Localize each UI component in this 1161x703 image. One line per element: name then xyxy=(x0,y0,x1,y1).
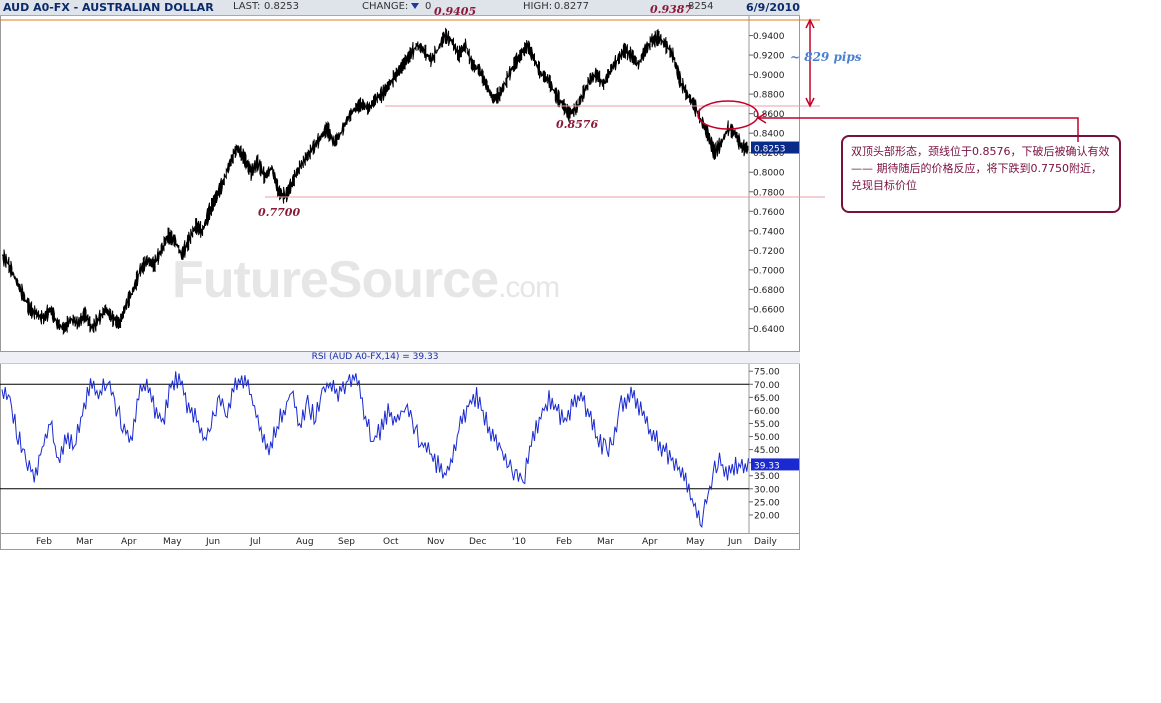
price-tick-label: 0.7800 xyxy=(753,188,785,198)
price-tick-label: 0.9400 xyxy=(753,32,785,42)
high-label: HIGH: xyxy=(523,1,553,12)
price-tick-label: 0.7600 xyxy=(753,208,785,218)
note-line-1: 双顶头部形态，颈线位于0.8576，下破后被确认有效 xyxy=(851,145,1110,158)
rsi-tick-label: 50.00 xyxy=(754,433,780,443)
note-connector-arrow xyxy=(756,112,767,124)
rsi-tick-label: 20.00 xyxy=(754,511,780,521)
rsi-tick-label: 45.00 xyxy=(754,446,780,456)
low-value-fragment: 8254 xyxy=(688,1,714,12)
last-label: LAST: xyxy=(233,1,261,12)
x-tick-label: '10 xyxy=(512,537,526,547)
pips-label: ~ 829 pips xyxy=(790,50,862,64)
rsi-last-badge xyxy=(751,458,799,471)
rsi-tick-label: 65.00 xyxy=(754,394,780,404)
futuresource-watermark: FutureSource.com xyxy=(172,250,560,310)
neckline-label: 0.8576 xyxy=(556,118,599,131)
x-tick-label: Feb xyxy=(556,537,572,547)
x-tick-label: Jun xyxy=(206,537,221,547)
x-tick-label: Aug xyxy=(296,537,314,547)
rsi-tick-label: 30.00 xyxy=(754,485,780,495)
price-tick-label: 0.6400 xyxy=(753,325,785,335)
rsi-title: RSI (AUD A0-FX,14) = 39.33 xyxy=(311,352,439,362)
price-tick-label: 0.8000 xyxy=(753,169,785,179)
price-tick-label: 0.6600 xyxy=(753,305,785,315)
down-triangle-icon xyxy=(410,1,420,14)
rsi-tick-label: 35.00 xyxy=(754,472,780,482)
rsi-last-badge-label: 39.33 xyxy=(754,461,780,471)
x-tick-label: Nov xyxy=(427,537,445,547)
x-axis: Feb Mar Apr May Jun Jul Aug Sep Oct Nov Dec '10 Feb M… xyxy=(0,533,800,550)
note-connector xyxy=(758,117,1079,142)
x-tick-label: Oct xyxy=(383,537,399,547)
x-tick-label: Feb xyxy=(36,537,52,547)
symbol-title: AUD A0-FX - AUSTRALIAN DOLLAR xyxy=(3,1,214,14)
price-tick-label: 0.8400 xyxy=(753,130,785,140)
rsi-tick-label: 60.00 xyxy=(754,407,780,417)
price-tick-label: 0.8800 xyxy=(753,91,785,101)
last-price-badge-label: 0.8253 xyxy=(754,145,786,155)
high-value: 0.8277 xyxy=(554,1,589,12)
rsi-series-line xyxy=(1,371,749,529)
x-tick-label: Dec xyxy=(469,537,487,547)
last-value: 0.8253 xyxy=(264,1,299,12)
price-tick-label: 0.6800 xyxy=(753,286,785,296)
watermark-suffix: .com xyxy=(498,271,560,304)
note-line-2: —— 期待随后的价格反应，将下跌到0.7750附近，兑现目标价位 xyxy=(851,162,1102,192)
quote-header: AUD A0-FX - AUSTRALIAN DOLLAR LAST: 0.82… xyxy=(0,0,800,16)
rsi-header xyxy=(0,351,800,364)
change-value: 0 xyxy=(425,1,432,12)
last-price-badge xyxy=(751,141,799,154)
rsi-chart: 75.0070.0065.0060.0055.0050.0045.0040.00… xyxy=(0,364,799,533)
x-tick-label: May xyxy=(163,537,182,547)
peak2-label: 0.9387 xyxy=(650,3,693,16)
peak1-label: 0.9405 xyxy=(434,5,477,18)
pips-arrow-up xyxy=(805,18,815,29)
x-tick-label: Jun xyxy=(728,537,743,547)
pips-arrow-down xyxy=(805,97,815,108)
price-series-line xyxy=(1,27,749,336)
target-label: 0.7700 xyxy=(258,206,301,219)
breakdown-circle xyxy=(697,100,759,130)
x-tick-label: Daily xyxy=(754,537,777,547)
rsi-tick-label: 55.00 xyxy=(754,420,780,430)
chart-frame xyxy=(0,0,800,550)
x-tick-label: Mar xyxy=(76,537,93,547)
price-tick-label: 0.9200 xyxy=(753,52,785,62)
x-tick-label: Apr xyxy=(121,537,137,547)
rsi-tick-label: 70.00 xyxy=(754,381,780,391)
x-tick-label: Jul xyxy=(250,537,261,547)
rsi-tick-label: 25.00 xyxy=(754,498,780,508)
price-tick-label: 0.7000 xyxy=(753,266,785,276)
rsi-tick-label: 75.00 xyxy=(754,368,780,378)
x-tick-label: Sep xyxy=(338,537,355,547)
change-label: CHANGE: xyxy=(362,1,409,12)
price-tick-label: 0.9000 xyxy=(753,71,785,81)
price-chart: 0.9400 0.9200 0.9000 0.8800 0.8600 0.8400 0.82… xyxy=(1,16,799,351)
x-tick-label: May xyxy=(686,537,705,547)
chart-date: 6/9/2010 xyxy=(746,1,800,14)
price-tick-label: 0.8200 xyxy=(753,149,785,159)
x-tick-label: Mar xyxy=(597,537,614,547)
analysis-note: 双顶头部形态，颈线位于0.8576，下破后被确认有效 —— 期待随后的价格反应，… xyxy=(841,135,1121,213)
price-tick-label: 0.7400 xyxy=(753,227,785,237)
watermark-main: FutureSource xyxy=(172,251,499,309)
x-tick-label: Apr xyxy=(642,537,658,547)
price-tick-label: 0.7200 xyxy=(753,247,785,257)
price-tick-label: 0.8600 xyxy=(753,110,785,120)
